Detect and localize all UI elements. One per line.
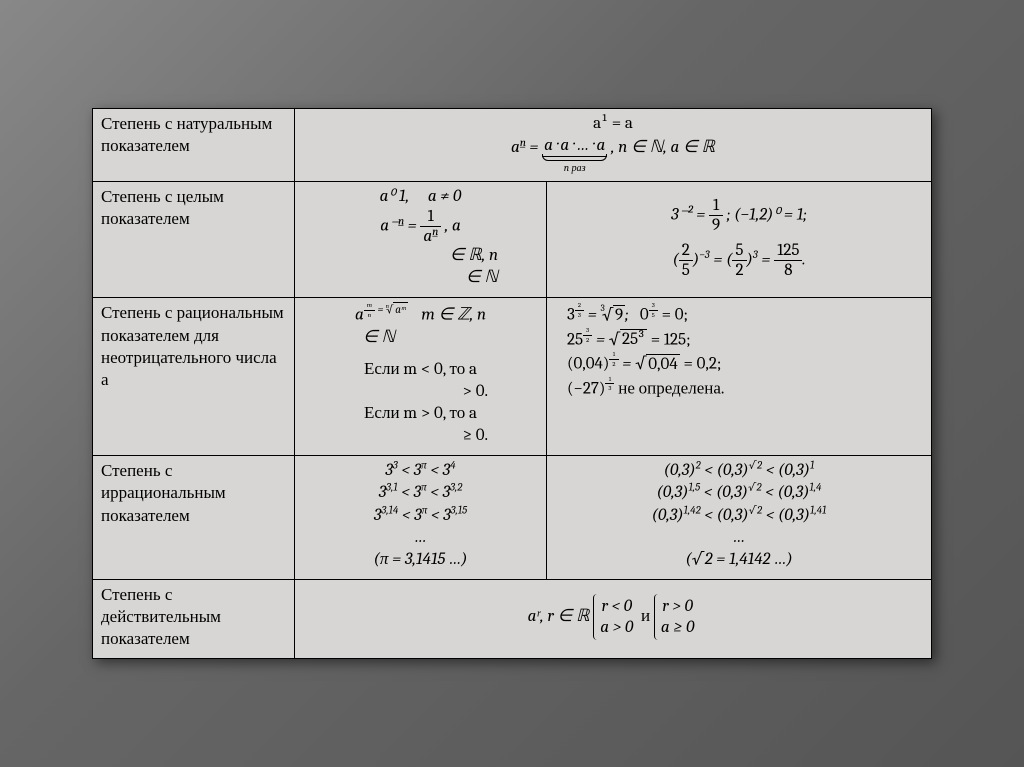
r3-if1b: > 0. <box>463 382 488 401</box>
r3e2-en: 3 <box>583 327 592 335</box>
r3-if2b: ≥ 0. <box>463 426 488 445</box>
r2e-f4n: 125 <box>774 242 802 260</box>
r3e2-ed: 2 <box>583 335 592 344</box>
r2-l3: ∈ ℝ, n <box>450 246 498 265</box>
r3-root-arg: aᵐ <box>395 303 405 316</box>
r3e1-base: 3 <box>567 306 575 325</box>
r4l-dots: … <box>303 527 538 549</box>
r3e4-base: (−27) <box>567 379 605 398</box>
row-irrational-label: Степень с иррациональным показателем <box>93 456 295 579</box>
r3e3-ra: 0,04 <box>646 354 679 374</box>
underbrace: a · a · … · a n раз <box>542 137 607 173</box>
r5-b2a: r > 0 <box>662 597 693 616</box>
row-natural-label: Степень с натуральным показателем <box>93 108 295 181</box>
r3-root: n√aᵐ <box>386 303 410 316</box>
row-rational-label: Степень с рациональным показателем для н… <box>93 298 295 456</box>
r2-frac-d: aⁿ <box>423 227 438 246</box>
r2-l4: ∈ ℕ <box>466 268 498 287</box>
r2-frac-tail: , a <box>445 217 461 236</box>
row-irrational-right: (0,3)2 < (0,3)√2 < (0,3)1 (0,3)1,5 < (0,… <box>547 456 932 579</box>
row-irrational-left: 33 < 3π < 34 33,1 < 3π < 33,2 33,14 < 3π… <box>295 456 547 579</box>
row-real-formula: aʳ, r ∈ ℝ r < 0 a > 0 и r > 0 a ≥ 0 <box>295 579 932 658</box>
r3e1b-ed: 5 <box>649 310 658 319</box>
row-real-label: Степень с действительным показателем <box>93 579 295 658</box>
row-integer-example: 3⁻² = 1 9 ; (−1,2)⁰ = 1; ( 2 5 )−3 = ( 5… <box>547 182 932 298</box>
row-natural: Степень с натуральным показателем a¹ = a… <box>93 108 932 181</box>
r3e3-en: 1 <box>609 351 618 359</box>
r3e2-base: 25 <box>567 330 583 349</box>
r3e4-en: 1 <box>605 376 614 384</box>
r3e1-en: 2 <box>575 302 584 310</box>
r5-b2b: a ≥ 0 <box>661 618 695 637</box>
r2-frac: 1 aⁿ <box>420 208 441 245</box>
r3e3-eq: = 0,2; <box>683 355 721 374</box>
r3-deftail2: ∈ ℕ <box>363 328 395 347</box>
r2-l1a: a⁰ 1, <box>380 187 410 206</box>
r2e-f1n: 1 <box>709 197 723 215</box>
formula-table-card: Степень с натуральным показателем a¹ = a… <box>92 108 932 659</box>
r3-if2: Если m > 0, то a <box>364 404 477 423</box>
r3e4-ed: 3 <box>605 383 614 392</box>
r2e-a: 3⁻² = <box>671 205 709 224</box>
r2e-frac2: 2 5 <box>679 242 693 279</box>
r2-frac-lhs: a⁻ⁿ = <box>380 217 420 236</box>
r3e2-eq: = 125; <box>651 330 691 349</box>
r2e-f1d: 9 <box>709 215 723 234</box>
r3-exp: m n <box>364 302 375 318</box>
row-integer-def: a⁰ 1, a ≠ 0 a⁻ⁿ = 1 aⁿ , a ∈ ℝ, n ∈ ℕ <box>295 182 547 298</box>
r2-l1b: a ≠ 0 <box>428 187 462 206</box>
row-real: Степень с действительным показателем aʳ,… <box>93 579 932 658</box>
brace-2: r > 0 a ≥ 0 <box>654 594 699 641</box>
row-integer-label: Степень с целым показателем <box>93 182 295 298</box>
r3e1b-en: 3 <box>649 302 658 310</box>
formula-table: Степень с натуральным показателем a¹ = a… <box>92 108 932 659</box>
r3e1b-base: 0 <box>640 306 649 325</box>
r2e-f2d: 5 <box>679 260 693 279</box>
r2e-f3d: 2 <box>732 260 746 279</box>
r3e1-ed: 3 <box>575 310 584 319</box>
r2e-frac1: 1 9 <box>709 197 723 234</box>
row-integer: Степень с целым показателем a⁰ 1, a ≠ 0 … <box>93 182 932 298</box>
r1-line1: a¹ = a <box>593 114 633 133</box>
r2e-f4d: 8 <box>774 260 802 279</box>
r3e3-ed: 2 <box>609 359 618 368</box>
r2e-f2n: 2 <box>679 242 693 260</box>
row-rational-example: 323 = 3√9; 035 = 0; 2532 = √25³ = 125; (… <box>547 298 932 456</box>
r5-b1b: a > 0 <box>600 618 633 637</box>
r3e4-txt: не определена. <box>618 379 724 398</box>
r3-exp-n: m <box>367 301 372 309</box>
r3-if1: Если m < 0, то a <box>364 360 477 379</box>
r1-brace-cap: n раз <box>542 157 607 173</box>
r5-b1a: r < 0 <box>601 597 632 616</box>
r2e-f3n: 5 <box>732 242 746 260</box>
r4r-dots: … <box>555 527 923 549</box>
r2e-frac3: 5 2 <box>732 242 746 279</box>
r2e-frac4: 125 8 <box>774 242 802 279</box>
r3e3-base: (0,04) <box>567 355 609 374</box>
r3e1-ra: 9 <box>613 305 625 325</box>
r3e2-ra: 25³ <box>620 329 647 349</box>
r2-frac-n: 1 <box>420 208 441 226</box>
r2e-b: ; (−1,2)⁰ = 1; <box>727 205 807 224</box>
row-rational: Степень с рациональным показателем для н… <box>93 298 932 456</box>
r3e1b-eq: = 0; <box>662 306 688 325</box>
r3-exp-d: n <box>368 311 372 319</box>
brace-1: r < 0 a > 0 <box>593 594 637 641</box>
r5-lhs: aʳ, r ∈ ℝ <box>528 607 594 626</box>
r1-head: aⁿ = <box>511 138 542 157</box>
r3-deftail: m ∈ ℤ, n <box>421 306 486 325</box>
r5-mid: и <box>641 607 654 626</box>
row-natural-formula: a¹ = a aⁿ = a · a · … · a n раз , n ∈ ℕ,… <box>295 108 932 181</box>
row-irrational: Степень с иррациональным показателем 33 … <box>93 456 932 579</box>
r1-tail: , n ∈ ℕ, a ∈ ℝ <box>611 138 715 157</box>
row-rational-def: a m n = n√aᵐ m ∈ ℤ, n ∈ ℕ Если m < 0, то… <box>295 298 547 456</box>
